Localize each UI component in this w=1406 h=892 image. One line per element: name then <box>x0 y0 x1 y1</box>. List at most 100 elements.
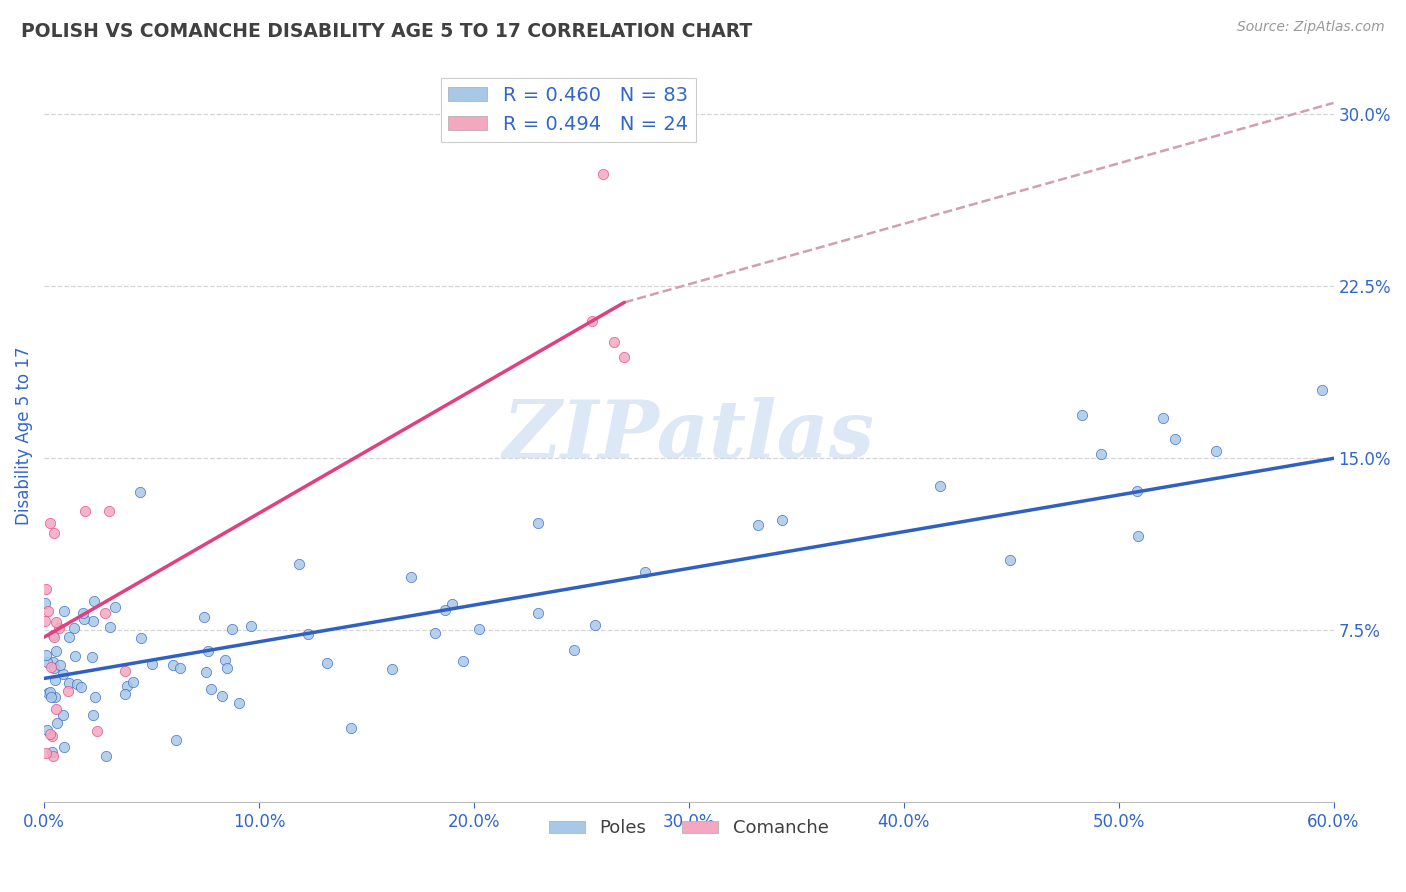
Legend: Poles, Comanche: Poles, Comanche <box>541 812 837 845</box>
Point <box>467 622 489 636</box>
Point <box>104 599 127 614</box>
Point <box>41 746 63 760</box>
Point <box>38 685 60 699</box>
Point <box>98 620 121 634</box>
Text: ZIPatlas: ZIPatlas <box>503 397 875 475</box>
Point <box>401 570 423 584</box>
Point <box>42 526 65 541</box>
Point <box>49 657 72 672</box>
Point <box>527 516 550 531</box>
Point <box>94 606 117 620</box>
Point <box>82 650 104 665</box>
Point <box>42 749 65 764</box>
Point <box>63 621 86 635</box>
Point <box>44 673 66 687</box>
Point <box>82 614 104 628</box>
Text: POLISH VS COMANCHE DISABILITY AGE 5 TO 17 CORRELATION CHART: POLISH VS COMANCHE DISABILITY AGE 5 TO 1… <box>21 22 752 41</box>
Point <box>602 335 624 350</box>
Point <box>83 593 105 607</box>
Point <box>425 626 447 640</box>
Point <box>44 661 66 675</box>
Point <box>451 654 474 668</box>
Point <box>129 631 152 645</box>
Point <box>1205 444 1227 458</box>
Point <box>97 504 120 518</box>
Point <box>86 724 108 739</box>
Point <box>35 648 58 663</box>
Point <box>297 627 319 641</box>
Point <box>73 504 96 518</box>
Point <box>634 565 657 579</box>
Point <box>52 708 75 723</box>
Point <box>228 696 250 710</box>
Point <box>1126 484 1149 499</box>
Point <box>583 617 606 632</box>
Point <box>35 582 58 597</box>
Point <box>45 715 67 730</box>
Point <box>72 607 94 621</box>
Point <box>141 657 163 671</box>
Point <box>381 662 404 676</box>
Point <box>434 603 457 617</box>
Point <box>217 661 239 675</box>
Point <box>194 665 217 679</box>
Point <box>45 701 67 715</box>
Point <box>165 733 187 747</box>
Point <box>37 723 59 738</box>
Point <box>162 657 184 672</box>
Point <box>929 479 952 493</box>
Point <box>42 628 65 642</box>
Point <box>34 596 56 610</box>
Point <box>440 597 463 611</box>
Point <box>998 553 1021 567</box>
Point <box>339 721 361 735</box>
Point <box>84 690 107 704</box>
Point <box>52 739 75 754</box>
Point <box>169 661 191 675</box>
Point <box>129 485 152 500</box>
Point <box>34 614 56 628</box>
Point <box>39 659 62 673</box>
Point <box>41 729 63 743</box>
Point <box>48 621 70 635</box>
Point <box>45 615 67 629</box>
Point <box>200 681 222 696</box>
Point <box>65 648 87 663</box>
Text: Source: ZipAtlas.com: Source: ZipAtlas.com <box>1237 20 1385 34</box>
Point <box>613 350 636 364</box>
Point <box>37 604 59 618</box>
Point <box>592 167 614 181</box>
Point <box>1164 432 1187 446</box>
Point <box>562 642 585 657</box>
Point <box>214 653 236 667</box>
Point <box>52 604 75 618</box>
Point <box>39 690 62 705</box>
Point <box>747 518 769 533</box>
Point <box>114 687 136 701</box>
Point <box>287 557 309 571</box>
Point <box>82 708 104 723</box>
Point <box>34 746 56 760</box>
Point <box>1090 447 1112 461</box>
Point <box>115 679 138 693</box>
Point <box>39 516 62 531</box>
Point <box>239 619 262 633</box>
Point <box>221 622 243 636</box>
Point <box>316 657 339 671</box>
Point <box>58 630 80 644</box>
Point <box>69 680 91 694</box>
Point <box>197 644 219 658</box>
Point <box>58 676 80 690</box>
Point <box>45 644 67 658</box>
Point <box>73 612 96 626</box>
Point <box>35 655 58 669</box>
Point <box>770 513 793 527</box>
Point <box>581 314 603 328</box>
Point <box>39 726 62 740</box>
Point <box>1153 410 1175 425</box>
Point <box>44 690 66 704</box>
Point <box>122 674 145 689</box>
Point <box>94 749 117 764</box>
Point <box>1070 409 1092 423</box>
Point <box>1126 529 1149 543</box>
